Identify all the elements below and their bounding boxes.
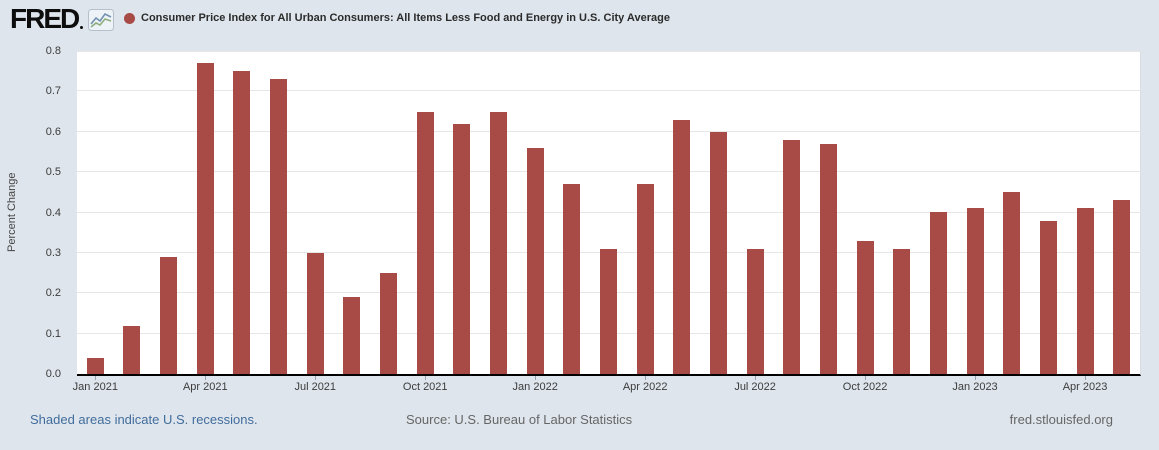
plot-area — [77, 51, 1141, 376]
x-tick-mark — [865, 376, 867, 380]
x-tick-mark — [535, 376, 537, 380]
x-tick-mark — [975, 376, 977, 380]
x-tick-label: Oct 2021 — [402, 381, 448, 393]
bar-mar-2022 — [600, 249, 617, 374]
bar-jun-2021 — [270, 79, 288, 374]
bar-jan-2023 — [966, 208, 984, 374]
x-tick-mark — [425, 376, 427, 380]
bar-jun-2022 — [709, 132, 727, 374]
x-tick-label: Jan 2021 — [72, 381, 118, 393]
bar-oct-2021 — [416, 112, 434, 374]
bar-apr-2022 — [636, 184, 654, 374]
y-tick-label: 0.2 — [45, 287, 61, 300]
gridline — [77, 90, 1140, 92]
bar-apr-2021 — [196, 63, 214, 374]
bar-aug-2022 — [783, 140, 801, 374]
bar-apr-2023 — [1076, 208, 1094, 374]
bar-oct-2022 — [856, 241, 874, 374]
bar-may-2021 — [233, 71, 251, 374]
registered-trademark-icon — [80, 26, 84, 29]
gridline — [77, 211, 1140, 213]
bar-mar-2023 — [1039, 221, 1057, 374]
x-tick-label: Jan 2023 — [952, 381, 998, 393]
gridline — [77, 171, 1140, 173]
bar-jul-2021 — [306, 253, 324, 374]
y-tick-label: 0.5 — [45, 166, 61, 179]
bar-feb-2023 — [1003, 192, 1021, 374]
bar-dec-2022 — [929, 212, 947, 374]
gridline — [77, 130, 1140, 132]
bar-dec-2021 — [490, 112, 508, 374]
bar-aug-2021 — [343, 297, 361, 374]
fred-logo-text: FRED — [10, 3, 80, 34]
x-tick-mark — [205, 376, 207, 380]
y-tick-label: 0.3 — [45, 246, 61, 259]
bar-sep-2022 — [819, 144, 837, 374]
bar-jan-2021 — [86, 358, 104, 374]
x-tick-mark — [95, 376, 97, 380]
x-tick-mark — [315, 376, 317, 380]
y-tick-label: 0.8 — [45, 45, 61, 57]
y-tick-label: 0.6 — [45, 125, 61, 138]
bar-jul-2022 — [746, 249, 764, 374]
x-tick-label: Jan 2022 — [512, 381, 558, 393]
fred-site-link[interactable]: fred.stlouisfed.org — [1009, 412, 1113, 427]
x-tick-label: Oct 2022 — [842, 381, 888, 393]
chart-title: Consumer Price Index for All Urban Consu… — [141, 12, 670, 24]
bar-may-2022 — [673, 120, 691, 374]
x-tick-label: Apr 2022 — [622, 381, 668, 393]
x-tick-mark — [645, 376, 647, 380]
x-axis: Jan 2021 Apr 2021 Jul 2021 Oct 2021 Jan 2022… — [73, 376, 1140, 400]
x-tick-label: Jul 2021 — [294, 381, 337, 393]
y-axis-labels: 0.0 0.1 0.2 0.3 0.4 0.5 0.6 0.7 0.8 — [0, 45, 66, 380]
series-legend-dot — [124, 13, 135, 24]
x-tick-label: Apr 2021 — [182, 381, 228, 393]
y-tick-label: 0.7 — [45, 85, 61, 98]
y-tick-label: 0.0 — [45, 368, 61, 380]
bar-nov-2022 — [893, 249, 911, 374]
recession-note-link[interactable]: Shaded areas indicate U.S. recessions. — [30, 412, 258, 427]
sparkline-chart-icon — [88, 9, 115, 31]
bar-jan-2022 — [526, 148, 544, 374]
bar-feb-2021 — [123, 326, 141, 374]
x-tick-mark — [1085, 376, 1087, 380]
x-tick-mark — [755, 376, 757, 380]
y-tick-label: 0.4 — [45, 206, 61, 219]
bar-sep-2021 — [380, 273, 398, 374]
x-tick-label: Apr 2023 — [1062, 381, 1108, 393]
x-tick-label: Jul 2022 — [734, 381, 776, 393]
fred-logo[interactable]: FRED — [10, 3, 115, 34]
source-text: Source: U.S. Bureau of Labor Statistics — [406, 412, 633, 427]
y-tick-label: 0.1 — [45, 327, 61, 340]
bar-mar-2021 — [160, 257, 178, 374]
bar-may-2023 — [1113, 200, 1131, 374]
bar-feb-2022 — [563, 184, 581, 374]
bar-nov-2021 — [453, 124, 471, 374]
gridline — [77, 51, 1140, 52]
